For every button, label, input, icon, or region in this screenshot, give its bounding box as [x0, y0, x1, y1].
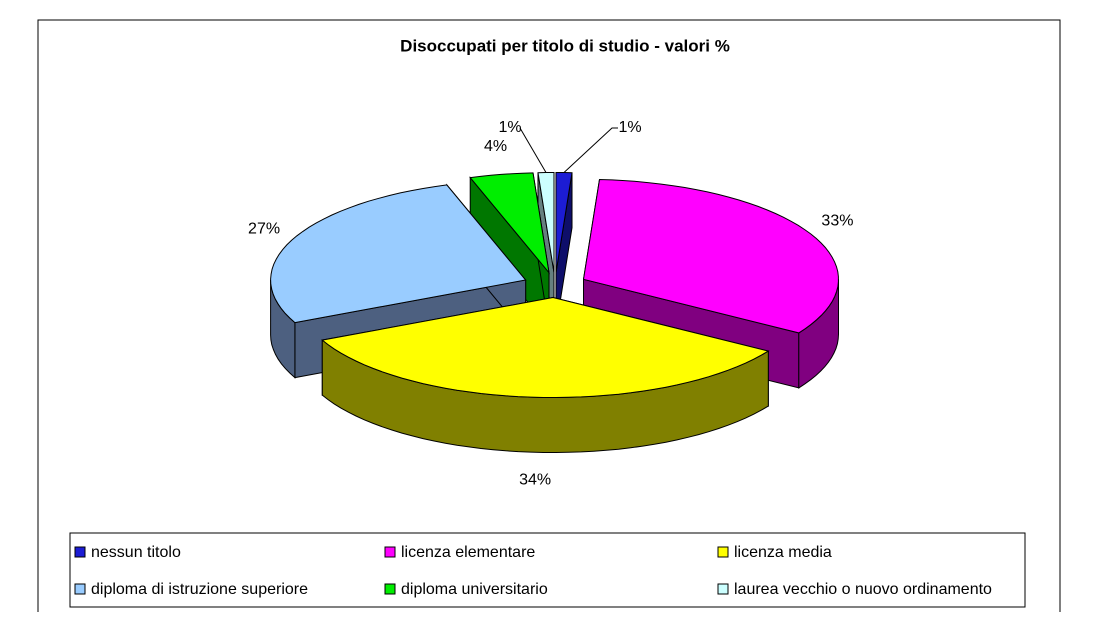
- legend-label: licenza elementare: [401, 544, 535, 561]
- slice-top: [555, 172, 573, 273]
- legend-swatch: [717, 583, 729, 595]
- pie-slice: [321, 296, 770, 453]
- legend-box: [69, 532, 1026, 608]
- data-label: 27%: [248, 220, 280, 237]
- data-label: 1%: [618, 119, 641, 136]
- legend-label: laurea vecchio o nuovo ordinamento: [734, 581, 992, 598]
- slice-top: [270, 184, 527, 324]
- slice-top: [582, 178, 839, 334]
- data-label: 4%: [484, 138, 507, 155]
- slice-top: [321, 297, 770, 398]
- slice-top: [537, 172, 555, 273]
- chart-title: Disoccupati per titolo di studio - valor…: [400, 36, 730, 55]
- data-label: 34%: [519, 471, 551, 488]
- legend-swatch: [717, 546, 729, 558]
- legend-label: diploma di istruzione superiore: [91, 581, 308, 598]
- data-label: 1%: [498, 119, 521, 136]
- data-label: 33%: [821, 212, 853, 229]
- legend-label: diploma universitario: [401, 581, 548, 598]
- leader-line: [519, 127, 547, 173]
- legend-swatch: [74, 583, 86, 595]
- leader-line: [563, 127, 618, 173]
- legend-swatch: [74, 546, 86, 558]
- legend-swatch: [384, 583, 396, 595]
- legend-label: licenza media: [734, 544, 832, 561]
- legend-swatch: [384, 546, 396, 558]
- legend-label: nessun titolo: [91, 544, 181, 561]
- slice-top: [469, 172, 550, 275]
